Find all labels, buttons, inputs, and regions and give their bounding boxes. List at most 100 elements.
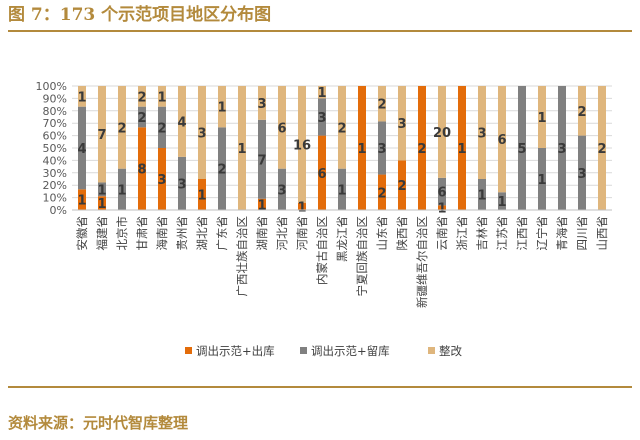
segment-label: 7	[257, 153, 266, 168]
segment-label: 1	[77, 90, 86, 105]
bar-segment	[258, 198, 266, 210]
segment-label: 2	[377, 98, 386, 113]
bar-segment	[358, 86, 366, 210]
x-category-label: 海南省	[155, 216, 169, 251]
segment-label: 1	[357, 142, 366, 157]
bar-segment	[218, 86, 226, 128]
bar-segment	[538, 148, 546, 210]
bar-segment	[538, 86, 546, 148]
bar-segment	[578, 86, 586, 136]
x-category-label: 青海省	[555, 216, 569, 251]
x-category-label: 四川省	[575, 216, 589, 251]
bar-segment	[418, 86, 426, 210]
bar-segment	[138, 127, 146, 210]
bar-segment	[378, 86, 386, 122]
axis-layer: 0%10%20%30%40%50%60%70%80%90%100% 安徽省 福建省北…	[36, 80, 612, 308]
segment-label: 20	[433, 126, 451, 141]
bar-layer	[78, 86, 606, 210]
segment-label: 2	[157, 121, 166, 136]
x-category-label: 广东省	[215, 216, 229, 251]
x-category-label: 云南省	[435, 216, 449, 251]
bar-segment	[518, 86, 526, 210]
x-category-label: 江西省	[515, 216, 529, 251]
bar-segment	[98, 196, 106, 210]
segment-label: 1	[217, 101, 226, 116]
x-category-label: 辽宁省	[535, 216, 549, 251]
bar-segment	[398, 86, 406, 161]
segment-label: 1	[317, 86, 326, 101]
bar-segment	[438, 177, 446, 206]
bar-segment	[398, 160, 406, 210]
segment-label: 3	[157, 173, 166, 188]
bar-segment	[218, 127, 226, 210]
y-tick-label: 50%	[43, 142, 67, 155]
bar-segment	[318, 98, 326, 136]
segment-label: 2	[577, 105, 586, 120]
bar-segment	[378, 174, 386, 210]
bar-segment	[298, 86, 306, 203]
segment-label: 1	[477, 189, 486, 204]
segment-label: 1	[157, 90, 166, 105]
x-category-label: 黑龙江省	[335, 216, 349, 262]
bar-segment	[478, 179, 486, 210]
y-tick-label: 30%	[43, 167, 67, 180]
segment-label: 1	[197, 189, 206, 204]
segment-label: 2	[137, 90, 146, 105]
legend-swatch	[185, 347, 192, 354]
x-category-label: 吉林省	[475, 216, 489, 251]
segment-label: 2	[377, 186, 386, 201]
segment-label: 2	[137, 111, 146, 126]
bar-segment	[438, 205, 446, 210]
bar-segment	[98, 182, 106, 197]
segment-label: 4	[77, 142, 86, 157]
bar-segment	[598, 86, 606, 210]
segment-label: 1	[337, 183, 346, 198]
legend-swatch	[428, 347, 435, 354]
bar-segment	[458, 86, 466, 210]
segment-label: 1	[537, 111, 546, 126]
segment-label: 2	[597, 142, 606, 157]
bar-segment	[138, 86, 146, 107]
x-category-label: 贵州省	[175, 216, 189, 251]
x-category-label: 北京市	[115, 216, 129, 251]
segment-label: 1	[97, 197, 106, 212]
y-tick-label: 90%	[43, 92, 67, 105]
segment-label: 3	[577, 167, 586, 182]
bar-segment	[98, 86, 106, 183]
y-tick-label: 0%	[50, 204, 67, 217]
bar-segment	[558, 86, 566, 210]
bar-segment	[478, 86, 486, 179]
bar-segment	[158, 148, 166, 210]
y-tick-label: 60%	[43, 130, 67, 143]
x-category-label: 河南省	[295, 216, 309, 251]
segment-label: 3	[397, 117, 406, 132]
bar-segment	[378, 121, 386, 175]
legend: 调出示范+出库 调出示范+留库 整改	[185, 344, 462, 358]
segment-label: 3	[377, 142, 386, 157]
segment-label: 1	[257, 198, 266, 213]
x-category-label: 河北省	[275, 216, 289, 251]
segment-label-layer: 1411171282232134132111733611663112123223…	[77, 86, 606, 217]
y-tick-label: 10%	[43, 192, 67, 205]
x-category-label: 内蒙古自治区	[315, 216, 329, 285]
segment-label: 1	[97, 183, 106, 198]
legend-label: 调出示范+出库	[196, 344, 275, 358]
bar-segment	[78, 106, 86, 190]
x-category-label: 山西省	[595, 216, 609, 251]
bar-segment	[318, 86, 326, 99]
bar-segment	[118, 86, 126, 169]
figure-title: 图 7：173 个示范项目地区分布图	[8, 5, 272, 25]
bar-segment	[78, 86, 86, 107]
segment-label: 3	[177, 177, 186, 192]
bar-segment	[198, 86, 206, 179]
segment-label: 3	[277, 183, 286, 198]
segment-label: 5	[517, 142, 526, 157]
x-category-label: 广西壮族自治区	[235, 216, 249, 297]
segment-label: 6	[437, 186, 446, 201]
segment-label: 2	[117, 121, 126, 136]
legend-swatch	[300, 347, 307, 354]
y-tick-label: 70%	[43, 117, 67, 130]
segment-label: 2	[417, 142, 426, 157]
x-category-label: 甘肃省	[135, 216, 149, 251]
